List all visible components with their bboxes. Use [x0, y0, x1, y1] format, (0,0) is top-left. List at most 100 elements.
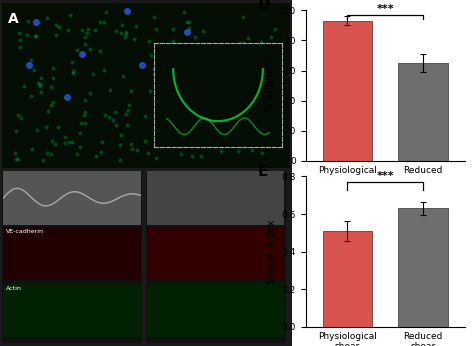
Point: [262, 29, 269, 35]
Point: [98, 157, 106, 163]
Point: [122, 8, 130, 14]
Point: [269, 113, 277, 119]
Point: [124, 60, 132, 65]
Point: [80, 113, 88, 118]
Point: [262, 109, 270, 115]
Point: [271, 37, 279, 43]
Point: [109, 98, 117, 103]
Text: C: C: [152, 175, 161, 188]
Text: D: D: [258, 0, 271, 13]
Point: [99, 147, 106, 153]
Point: [63, 75, 70, 80]
Point: [206, 51, 214, 57]
Point: [97, 72, 105, 78]
Point: [210, 157, 217, 162]
Point: [245, 127, 253, 132]
Point: [198, 83, 206, 89]
Text: E: E: [258, 164, 268, 180]
Point: [86, 41, 94, 47]
Point: [77, 51, 85, 56]
Point: [29, 60, 36, 66]
Bar: [398, 208, 447, 327]
Point: [195, 136, 203, 141]
Point: [198, 135, 205, 141]
Point: [229, 89, 237, 94]
Point: [197, 115, 205, 121]
Point: [256, 54, 264, 60]
Point: [203, 109, 211, 114]
Point: [195, 145, 202, 150]
Point: [123, 86, 131, 92]
Point: [90, 18, 98, 24]
Point: [227, 99, 234, 105]
Point: [12, 126, 20, 132]
Text: ***: ***: [376, 4, 394, 14]
Point: [31, 91, 39, 97]
Point: [204, 80, 211, 86]
Point: [127, 49, 135, 54]
Point: [211, 87, 219, 93]
Point: [18, 61, 26, 66]
Point: [77, 65, 85, 70]
Point: [137, 140, 144, 146]
Point: [196, 19, 203, 25]
Point: [164, 20, 172, 25]
Point: [222, 150, 230, 155]
Text: Actin: Actin: [6, 286, 22, 291]
Point: [226, 128, 234, 134]
Point: [51, 28, 58, 34]
Point: [231, 64, 238, 70]
Point: [15, 39, 23, 45]
Point: [34, 75, 42, 80]
Point: [214, 130, 221, 135]
Point: [160, 82, 167, 88]
Point: [207, 69, 215, 74]
Point: [133, 116, 140, 121]
Point: [60, 41, 67, 46]
Point: [225, 40, 232, 45]
Point: [175, 90, 183, 95]
Point: [101, 42, 109, 47]
Point: [85, 81, 93, 86]
Point: [173, 51, 181, 57]
Point: [125, 130, 132, 136]
Point: [31, 116, 39, 121]
Bar: [323, 231, 372, 327]
Point: [121, 79, 129, 84]
Point: [250, 134, 258, 140]
Point: [197, 134, 204, 140]
Point: [171, 123, 178, 129]
Point: [60, 135, 67, 140]
Point: [183, 29, 191, 35]
Point: [57, 40, 65, 45]
Point: [113, 31, 121, 37]
Point: [80, 71, 87, 77]
Point: [14, 90, 22, 95]
Point: [167, 32, 174, 38]
Point: [20, 11, 27, 17]
Point: [139, 74, 146, 79]
Point: [174, 18, 182, 23]
Point: [53, 57, 60, 63]
Point: [83, 56, 91, 61]
Point: [114, 106, 122, 111]
Point: [195, 46, 203, 51]
Point: [269, 13, 276, 18]
Point: [210, 126, 218, 132]
Point: [132, 20, 140, 25]
Point: [172, 65, 179, 71]
Text: B: B: [8, 175, 18, 188]
Point: [73, 103, 81, 108]
Point: [18, 96, 25, 101]
Point: [140, 133, 148, 138]
Point: [141, 23, 148, 28]
Point: [99, 34, 107, 40]
Point: [146, 130, 154, 135]
Point: [195, 39, 202, 45]
Point: [187, 120, 195, 125]
Point: [143, 108, 150, 113]
Point: [90, 13, 97, 18]
Point: [244, 77, 251, 83]
Point: [267, 126, 275, 131]
Point: [271, 78, 278, 83]
